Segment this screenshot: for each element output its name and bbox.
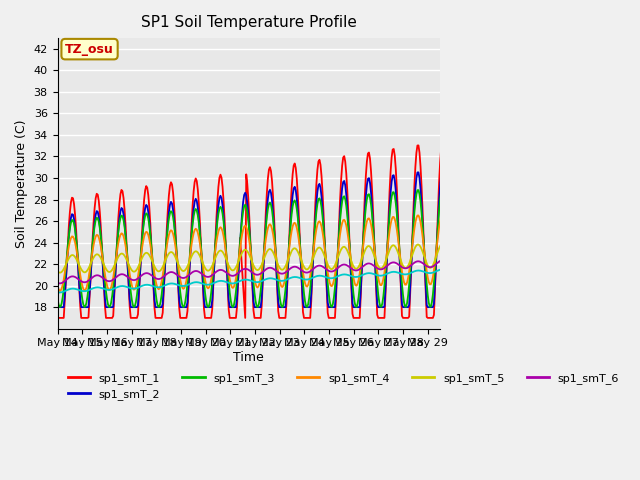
sp1_smT_5	[395, 252, 403, 258]
sp1_smT_6	[81, 279, 88, 285]
sp1_smT_1	[449, 315, 456, 321]
Line: sp1_smT_4: sp1_smT_4	[58, 214, 452, 291]
Line: sp1_smT_7: sp1_smT_7	[58, 269, 452, 292]
sp1_smT_2	[79, 304, 87, 310]
sp1_smT_3	[438, 185, 446, 191]
sp1_smT_7	[68, 286, 76, 291]
sp1_smT_1	[79, 315, 87, 321]
sp1_smT_5	[447, 260, 455, 266]
sp1_smT_5	[56, 270, 63, 276]
sp1_smT_6	[395, 262, 403, 268]
Text: TZ_osu: TZ_osu	[65, 43, 114, 56]
sp1_smT_7	[440, 266, 447, 272]
sp1_smT_7	[258, 278, 266, 284]
sp1_smT_2	[449, 304, 456, 310]
sp1_smT_4	[56, 288, 63, 294]
X-axis label: Time: Time	[234, 351, 264, 364]
sp1_smT_6	[54, 280, 61, 286]
sp1_smT_6	[449, 263, 456, 268]
sp1_smT_4	[68, 234, 76, 240]
sp1_smT_1	[438, 139, 446, 144]
Line: sp1_smT_5: sp1_smT_5	[58, 244, 452, 273]
sp1_smT_3	[395, 238, 403, 244]
sp1_smT_7	[449, 269, 456, 275]
sp1_smT_6	[68, 274, 76, 279]
sp1_smT_2	[447, 284, 454, 290]
Line: sp1_smT_2: sp1_smT_2	[58, 169, 452, 307]
sp1_smT_5	[68, 252, 76, 258]
sp1_smT_3	[449, 293, 456, 299]
sp1_smT_2	[257, 304, 264, 310]
sp1_smT_6	[258, 270, 266, 276]
sp1_smT_2	[438, 167, 446, 172]
sp1_smT_4	[258, 268, 266, 274]
sp1_smT_7	[336, 273, 344, 278]
Line: sp1_smT_1: sp1_smT_1	[58, 142, 452, 318]
sp1_smT_7	[54, 289, 61, 295]
sp1_smT_4	[395, 243, 403, 249]
sp1_smT_4	[438, 211, 446, 217]
sp1_smT_1	[257, 315, 264, 321]
Line: sp1_smT_3: sp1_smT_3	[58, 188, 452, 307]
sp1_smT_7	[447, 268, 455, 274]
sp1_smT_6	[447, 262, 455, 268]
sp1_smT_1	[67, 200, 75, 205]
sp1_smT_4	[449, 275, 456, 280]
Title: SP1 Soil Temperature Profile: SP1 Soil Temperature Profile	[141, 15, 356, 30]
sp1_smT_5	[54, 268, 61, 274]
sp1_smT_3	[54, 296, 61, 302]
sp1_smT_5	[336, 249, 344, 254]
Line: sp1_smT_6: sp1_smT_6	[58, 260, 452, 283]
sp1_smT_4	[81, 288, 88, 293]
sp1_smT_7	[395, 270, 403, 276]
sp1_smT_5	[258, 262, 266, 267]
sp1_smT_2	[394, 221, 402, 227]
sp1_smT_3	[204, 304, 212, 310]
sp1_smT_3	[79, 301, 87, 307]
sp1_smT_6	[440, 257, 447, 263]
sp1_smT_5	[449, 263, 456, 268]
sp1_smT_4	[336, 231, 344, 237]
sp1_smT_5	[438, 241, 446, 247]
sp1_smT_5	[81, 269, 88, 275]
sp1_smT_4	[54, 283, 61, 289]
sp1_smT_3	[336, 217, 344, 223]
sp1_smT_7	[81, 288, 88, 294]
Legend: sp1_smT_1, sp1_smT_2, sp1_smT_3, sp1_smT_4, sp1_smT_5, sp1_smT_6, sp1_smT_7: sp1_smT_1, sp1_smT_2, sp1_smT_3, sp1_smT…	[63, 368, 640, 405]
Y-axis label: Soil Temperature (C): Soil Temperature (C)	[15, 119, 28, 248]
sp1_smT_3	[67, 220, 75, 226]
sp1_smT_1	[335, 220, 343, 226]
sp1_smT_4	[447, 268, 455, 274]
sp1_smT_2	[67, 215, 75, 221]
sp1_smT_7	[56, 289, 63, 295]
sp1_smT_2	[54, 304, 61, 310]
sp1_smT_6	[336, 263, 344, 269]
sp1_smT_6	[56, 280, 63, 286]
sp1_smT_3	[258, 277, 266, 283]
sp1_smT_1	[394, 209, 402, 215]
sp1_smT_1	[54, 315, 61, 321]
sp1_smT_1	[447, 291, 454, 297]
sp1_smT_2	[335, 230, 343, 236]
sp1_smT_3	[447, 282, 455, 288]
